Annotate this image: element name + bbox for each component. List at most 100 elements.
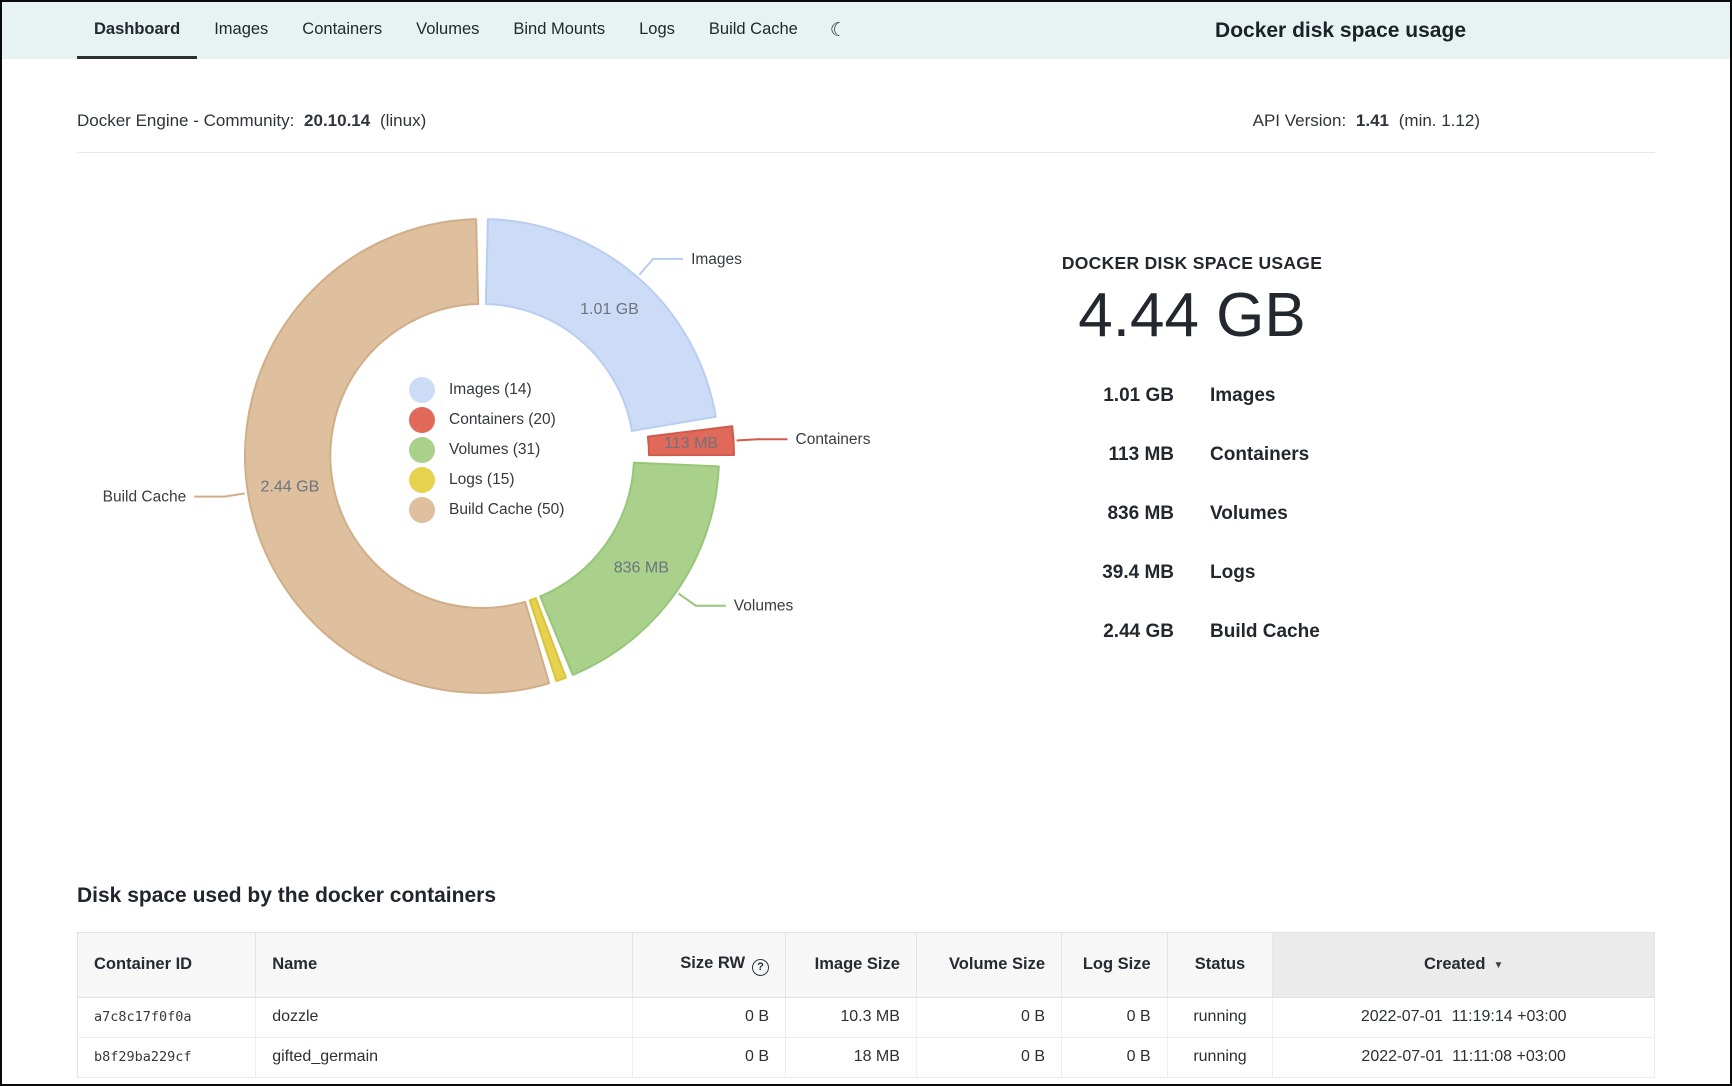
column-header-log-size[interactable]: Log Size (1062, 933, 1168, 998)
tab-logs[interactable]: Logs (622, 2, 692, 59)
summary-title: DOCKER DISK SPACE USAGE (957, 253, 1427, 274)
summary-row-containers: 113 MB Containers (1044, 444, 1340, 466)
column-label: Created (1424, 955, 1485, 973)
containers-table-heading: Disk space used by the docker containers (77, 884, 1655, 908)
summary-label: Images (1210, 385, 1340, 407)
legend-item-label: Volumes (31) (449, 441, 540, 459)
table-body: a7c8c17f0f0adozzle0 B10.3 MB0 B0 Brunnin… (78, 997, 1655, 1077)
column-label: Volume Size (949, 955, 1045, 973)
callout-line (194, 493, 245, 496)
legend-item-label: Build Cache (50) (449, 501, 564, 519)
usage-summary-panel: DOCKER DISK SPACE USAGE 4.44 GB 1.01 GB I… (957, 213, 1427, 713)
cell-volume-size: 0 B (916, 1037, 1061, 1077)
callout-line (737, 439, 788, 440)
cell-status: running (1167, 997, 1273, 1037)
cell-volume-size: 0 B (916, 997, 1061, 1037)
callout-label-build-cache: Build Cache (103, 489, 187, 506)
containers-table: Container IDNameSize RW?Image SizeVolume… (77, 932, 1655, 1078)
dark-mode-toggle[interactable]: ☾ (815, 2, 862, 59)
summary-total: 4.44 GB (957, 280, 1427, 351)
engine-platform: (linux) (380, 111, 426, 130)
divider (77, 152, 1655, 153)
disk-usage-donut-chart: 1.01 GB Images 113 MB Containers 836 MB Volum… (77, 213, 957, 713)
api-version-min: (min. 1.12) (1399, 111, 1480, 130)
slice-value-label: 836 MB (614, 560, 669, 577)
cell-name: dozzle (256, 997, 633, 1037)
summary-label: Build Cache (1210, 621, 1340, 643)
legend-item-logs[interactable]: Logs (15) (409, 465, 564, 495)
column-label: Status (1195, 955, 1245, 973)
legend-item-images[interactable]: Images (14) (409, 375, 564, 405)
chart-legend: Images (14) Containers (20) Volumes (31) Lo… (409, 375, 564, 525)
legend-dot (409, 467, 435, 493)
column-header-size-rw[interactable]: Size RW? (633, 933, 786, 998)
callout-line (679, 594, 726, 606)
summary-size: 39.4 MB (1044, 562, 1174, 584)
summary-row-volumes: 836 MBVolumes (1044, 503, 1340, 525)
table-header-row: Container IDNameSize RW?Image SizeVolume… (78, 933, 1655, 998)
tab-bind-mounts[interactable]: Bind Mounts (496, 2, 622, 59)
disk-usage-section: 1.01 GBImages113 MBContainers836 MBVolum… (77, 213, 1655, 713)
legend-item-label: Containers (20) (449, 411, 556, 429)
column-header-volume-size[interactable]: Volume Size (916, 933, 1061, 998)
cell-image-size: 10.3 MB (786, 997, 917, 1037)
containers-table-section: Disk space used by the docker containers… (77, 884, 1655, 1078)
app-title: Docker disk space usage (1215, 19, 1730, 43)
summary-row-logs: 39.4 MB Logs (1044, 562, 1340, 584)
help-icon[interactable]: ? (752, 959, 769, 976)
cell-status: running (1167, 1037, 1273, 1077)
cell-size-rw: 0 B (633, 997, 786, 1037)
callout-label-images: Images (691, 251, 742, 268)
summary-size: 836 MB (1044, 503, 1174, 525)
moon-icon: ☾ (830, 19, 847, 42)
api-version-label: API Version: (1253, 111, 1347, 130)
summary-size: 113 MB (1044, 444, 1174, 466)
engine-info: Docker Engine - Community: 20.10.14 (lin… (77, 109, 431, 132)
summary-rows: 1.01 GB Images 113 MB Containers 836 MBVolum… (1044, 385, 1340, 680)
column-label: Size RW (680, 954, 745, 972)
legend-item-volumes[interactable]: Volumes (31) (409, 435, 564, 465)
cell-created: 2022-07-01 11:19:14 +03:00 (1273, 997, 1655, 1037)
column-header-image-size[interactable]: Image Size (786, 933, 917, 998)
cell-log-size: 0 B (1062, 1037, 1168, 1077)
top-nav: DashboardImagesContainersVolumesBind Mou… (2, 2, 1730, 59)
column-header-container-id[interactable]: Container ID (78, 933, 256, 998)
cell-name: gifted_germain (256, 1037, 633, 1077)
slice-value-label: 1.01 GB (580, 301, 639, 318)
cell-created: 2022-07-01 11:11:08 +03:00 (1273, 1037, 1655, 1077)
legend-item-build-cache[interactable]: Build Cache (50) (409, 495, 564, 525)
table-row: a7c8c17f0f0adozzle0 B10.3 MB0 B0 Brunnin… (78, 997, 1655, 1037)
cell-container-id: a7c8c17f0f0a (78, 997, 256, 1037)
summary-row-build-cache: 2.44 GB Build Cache (1044, 621, 1340, 643)
column-header-status[interactable]: Status (1167, 933, 1273, 998)
tab-volumes[interactable]: Volumes (399, 2, 496, 59)
main-content: Docker Engine - Community: 20.10.14 (lin… (2, 109, 1730, 1078)
api-version-value: 1.41 (1356, 111, 1389, 130)
tab-dashboard[interactable]: Dashboard (77, 2, 197, 59)
callout-label-containers: Containers (796, 431, 871, 448)
api-version-info: API Version: 1.41 (min. 1.12) (1253, 109, 1485, 132)
summary-label: Containers (1210, 444, 1340, 466)
summary-label: Logs (1210, 562, 1340, 584)
column-header-created[interactable]: Created ▼ (1273, 933, 1655, 998)
legend-dot (409, 437, 435, 463)
sort-desc-icon: ▼ (1493, 960, 1503, 971)
callout-label-volumes: Volumes (734, 598, 794, 615)
cell-container-id: b8f29ba229cf (78, 1037, 256, 1077)
tab-images[interactable]: Images (197, 2, 285, 59)
column-header-name[interactable]: Name (256, 933, 633, 998)
legend-dot (409, 497, 435, 523)
docker-dashboard-page: DashboardImagesContainersVolumesBind Mou… (0, 0, 1732, 1086)
table-row: b8f29ba229cfgifted_germain0 B18 MB0 B0 B… (78, 1037, 1655, 1077)
tab-build-cache[interactable]: Build Cache (692, 2, 815, 59)
legend-item-containers[interactable]: Containers (20) (409, 405, 564, 435)
cell-image-size: 18 MB (786, 1037, 917, 1077)
summary-size: 1.01 GB (1044, 385, 1174, 407)
slice-value-label: 113 MB (664, 435, 718, 452)
summary-size: 2.44 GB (1044, 621, 1174, 643)
legend-item-label: Logs (15) (449, 471, 514, 489)
column-label: Image Size (815, 955, 900, 973)
callout-line (639, 259, 683, 275)
legend-dot (409, 407, 435, 433)
tab-containers[interactable]: Containers (285, 2, 399, 59)
